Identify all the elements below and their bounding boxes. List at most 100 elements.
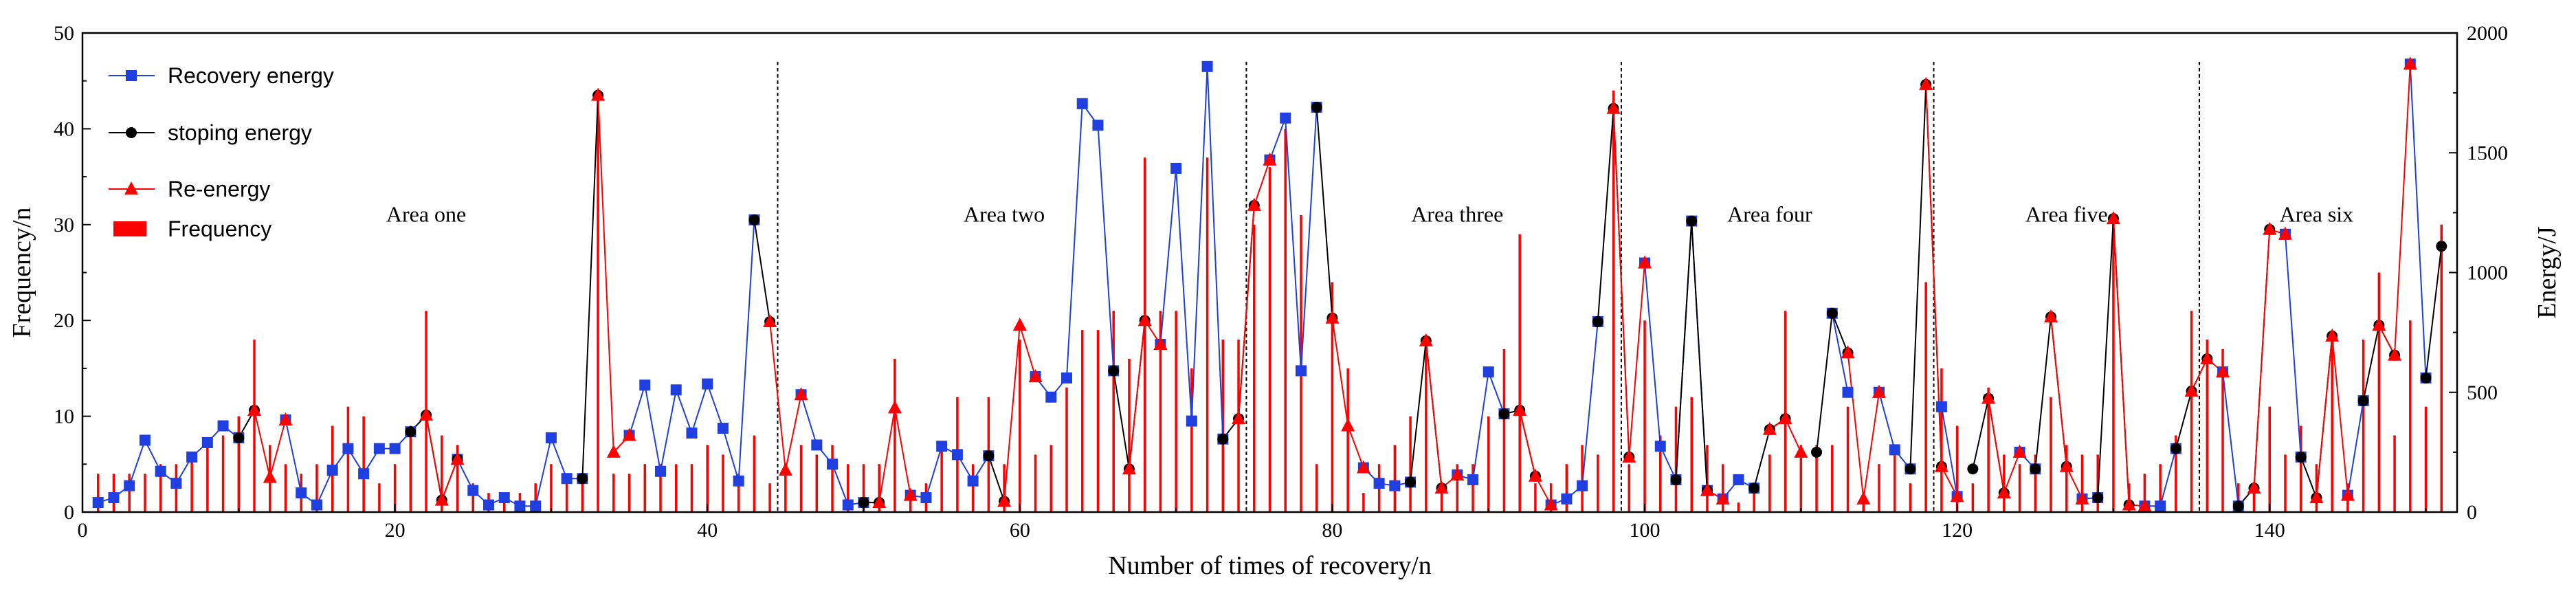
recovery-energy-point (217, 420, 229, 432)
recovery-energy-point (1186, 415, 1197, 427)
recovery-energy-point (1373, 478, 1385, 489)
re-energy-point (1794, 444, 1808, 458)
recovery-energy-line (1457, 371, 1505, 481)
re-energy-point (278, 412, 293, 425)
stoping-energy-point (233, 432, 245, 443)
area-label-1: Area one (386, 202, 466, 227)
y-tick-label: 30 (54, 214, 74, 236)
y2-axis-label: Energy/J (2533, 226, 2562, 318)
re-energy-point (778, 463, 792, 476)
legend-item-stoping-energy: stoping energy (109, 120, 312, 145)
area-label-2: Area two (964, 202, 1045, 227)
y-tick-label: 10 (54, 406, 74, 428)
x-tick-label: 20 (385, 519, 406, 542)
recovery-energy-point (733, 475, 744, 487)
re-energy-point (263, 469, 277, 483)
re-energy-point (2012, 444, 2027, 458)
stoping-energy-point (2420, 372, 2432, 384)
recovery-energy-point (936, 441, 948, 452)
re-energy-point (2122, 497, 2136, 511)
legend-re-energy-marker (124, 181, 138, 195)
y-axis-label: Frequency/n (8, 208, 36, 338)
recovery-energy-point (326, 465, 338, 476)
recovery-energy-point (1467, 474, 1478, 485)
legend: Recovery energy stoping energy Re-energy… (109, 63, 334, 241)
re-energy-point (2247, 480, 2261, 494)
recovery-energy-point (139, 434, 151, 446)
recovery-energy-point (1170, 162, 1182, 174)
stoping-energy-line (1315, 107, 1333, 318)
recovery-energy-point (124, 480, 135, 491)
recovery-energy-line (2285, 234, 2302, 457)
recovery-energy-point (827, 458, 839, 470)
re-energy-point (2200, 351, 2214, 364)
recovery-energy-point (686, 427, 698, 439)
stoping-energy-point (2092, 492, 2104, 504)
energy-markers (92, 56, 2447, 512)
recovery-energy-line (98, 425, 239, 504)
stoping-energy-point (2232, 500, 2244, 512)
x-tick-label: 120 (1942, 519, 1973, 542)
re-energy-point (1325, 310, 1340, 324)
re-energy-point (247, 402, 262, 416)
legend-frequency-swatch (113, 221, 146, 236)
re-energy-point (2184, 384, 2199, 397)
recovery-energy-point (1201, 60, 1213, 72)
y2-tick-label: 2000 (2467, 22, 2508, 45)
recovery-energy-point (530, 500, 542, 512)
y-tick-label: 50 (54, 22, 74, 45)
stoping-energy-point (1498, 408, 1510, 420)
re-energy-point (1513, 402, 1527, 416)
re-energy-point (1778, 411, 1792, 425)
recovery-energy-point (1577, 480, 1588, 491)
legend-item-re-energy: Re-energy (109, 177, 270, 201)
x-tick-label: 0 (78, 519, 88, 542)
re-energy-point (1638, 255, 1652, 269)
re-energy-point (1263, 152, 1277, 166)
re-energy-point (1122, 461, 1136, 475)
recovery-energy-line (1363, 467, 1411, 487)
re-energy-point (450, 452, 465, 465)
recovery-energy-point (373, 443, 385, 454)
recovery-energy-point (1733, 474, 1744, 485)
re-energy-point (903, 487, 918, 501)
stoping-energy-point (1217, 433, 1229, 445)
re-energy-point (1934, 458, 1948, 472)
recovery-energy-point (311, 499, 322, 511)
recovery-energy-point (1654, 441, 1666, 452)
recovery-energy-line (2409, 64, 2427, 378)
legend-item-recovery-energy: Recovery energy (109, 63, 334, 88)
re-energy-point (2309, 490, 2324, 504)
stoping-energy-point (1686, 215, 1698, 227)
re-energy-point (1716, 491, 1730, 505)
stoping-energy-point (2170, 443, 2181, 454)
area-label-3: Area three (1411, 202, 1503, 227)
x-tick-label: 40 (697, 519, 718, 542)
stoping-energy-line (753, 219, 771, 322)
stoping-energy-point (1905, 463, 1916, 475)
area-label-5: Area five (2025, 202, 2108, 227)
re-energy-point (2372, 318, 2386, 331)
re-energy-point (1028, 369, 1043, 383)
stoping-energy-point (1967, 463, 1979, 475)
recovery-energy-point (482, 499, 494, 511)
re-energy-point (2403, 56, 2417, 70)
legend-recovery-label: Recovery energy (168, 63, 334, 88)
recovery-energy-line (1269, 107, 1318, 371)
recovery-energy-point (170, 478, 182, 489)
re-energy-point (2263, 221, 2277, 235)
stoping-energy-point (1748, 483, 1760, 494)
recovery-energy-point (967, 475, 979, 487)
legend-stoping-label: stoping energy (168, 120, 312, 145)
stoping-energy-point (748, 214, 760, 225)
stoping-energy-point (2030, 463, 2041, 475)
re-energy-point (606, 444, 621, 458)
re-energy-point (997, 494, 1012, 507)
stoping-energy-point (1405, 476, 1417, 488)
recovery-energy-point (717, 423, 729, 434)
re-energy-point (1872, 384, 1886, 398)
recovery-energy-point (951, 449, 963, 461)
re-energy-point (872, 495, 887, 509)
x-tick-label: 100 (1630, 519, 1661, 542)
